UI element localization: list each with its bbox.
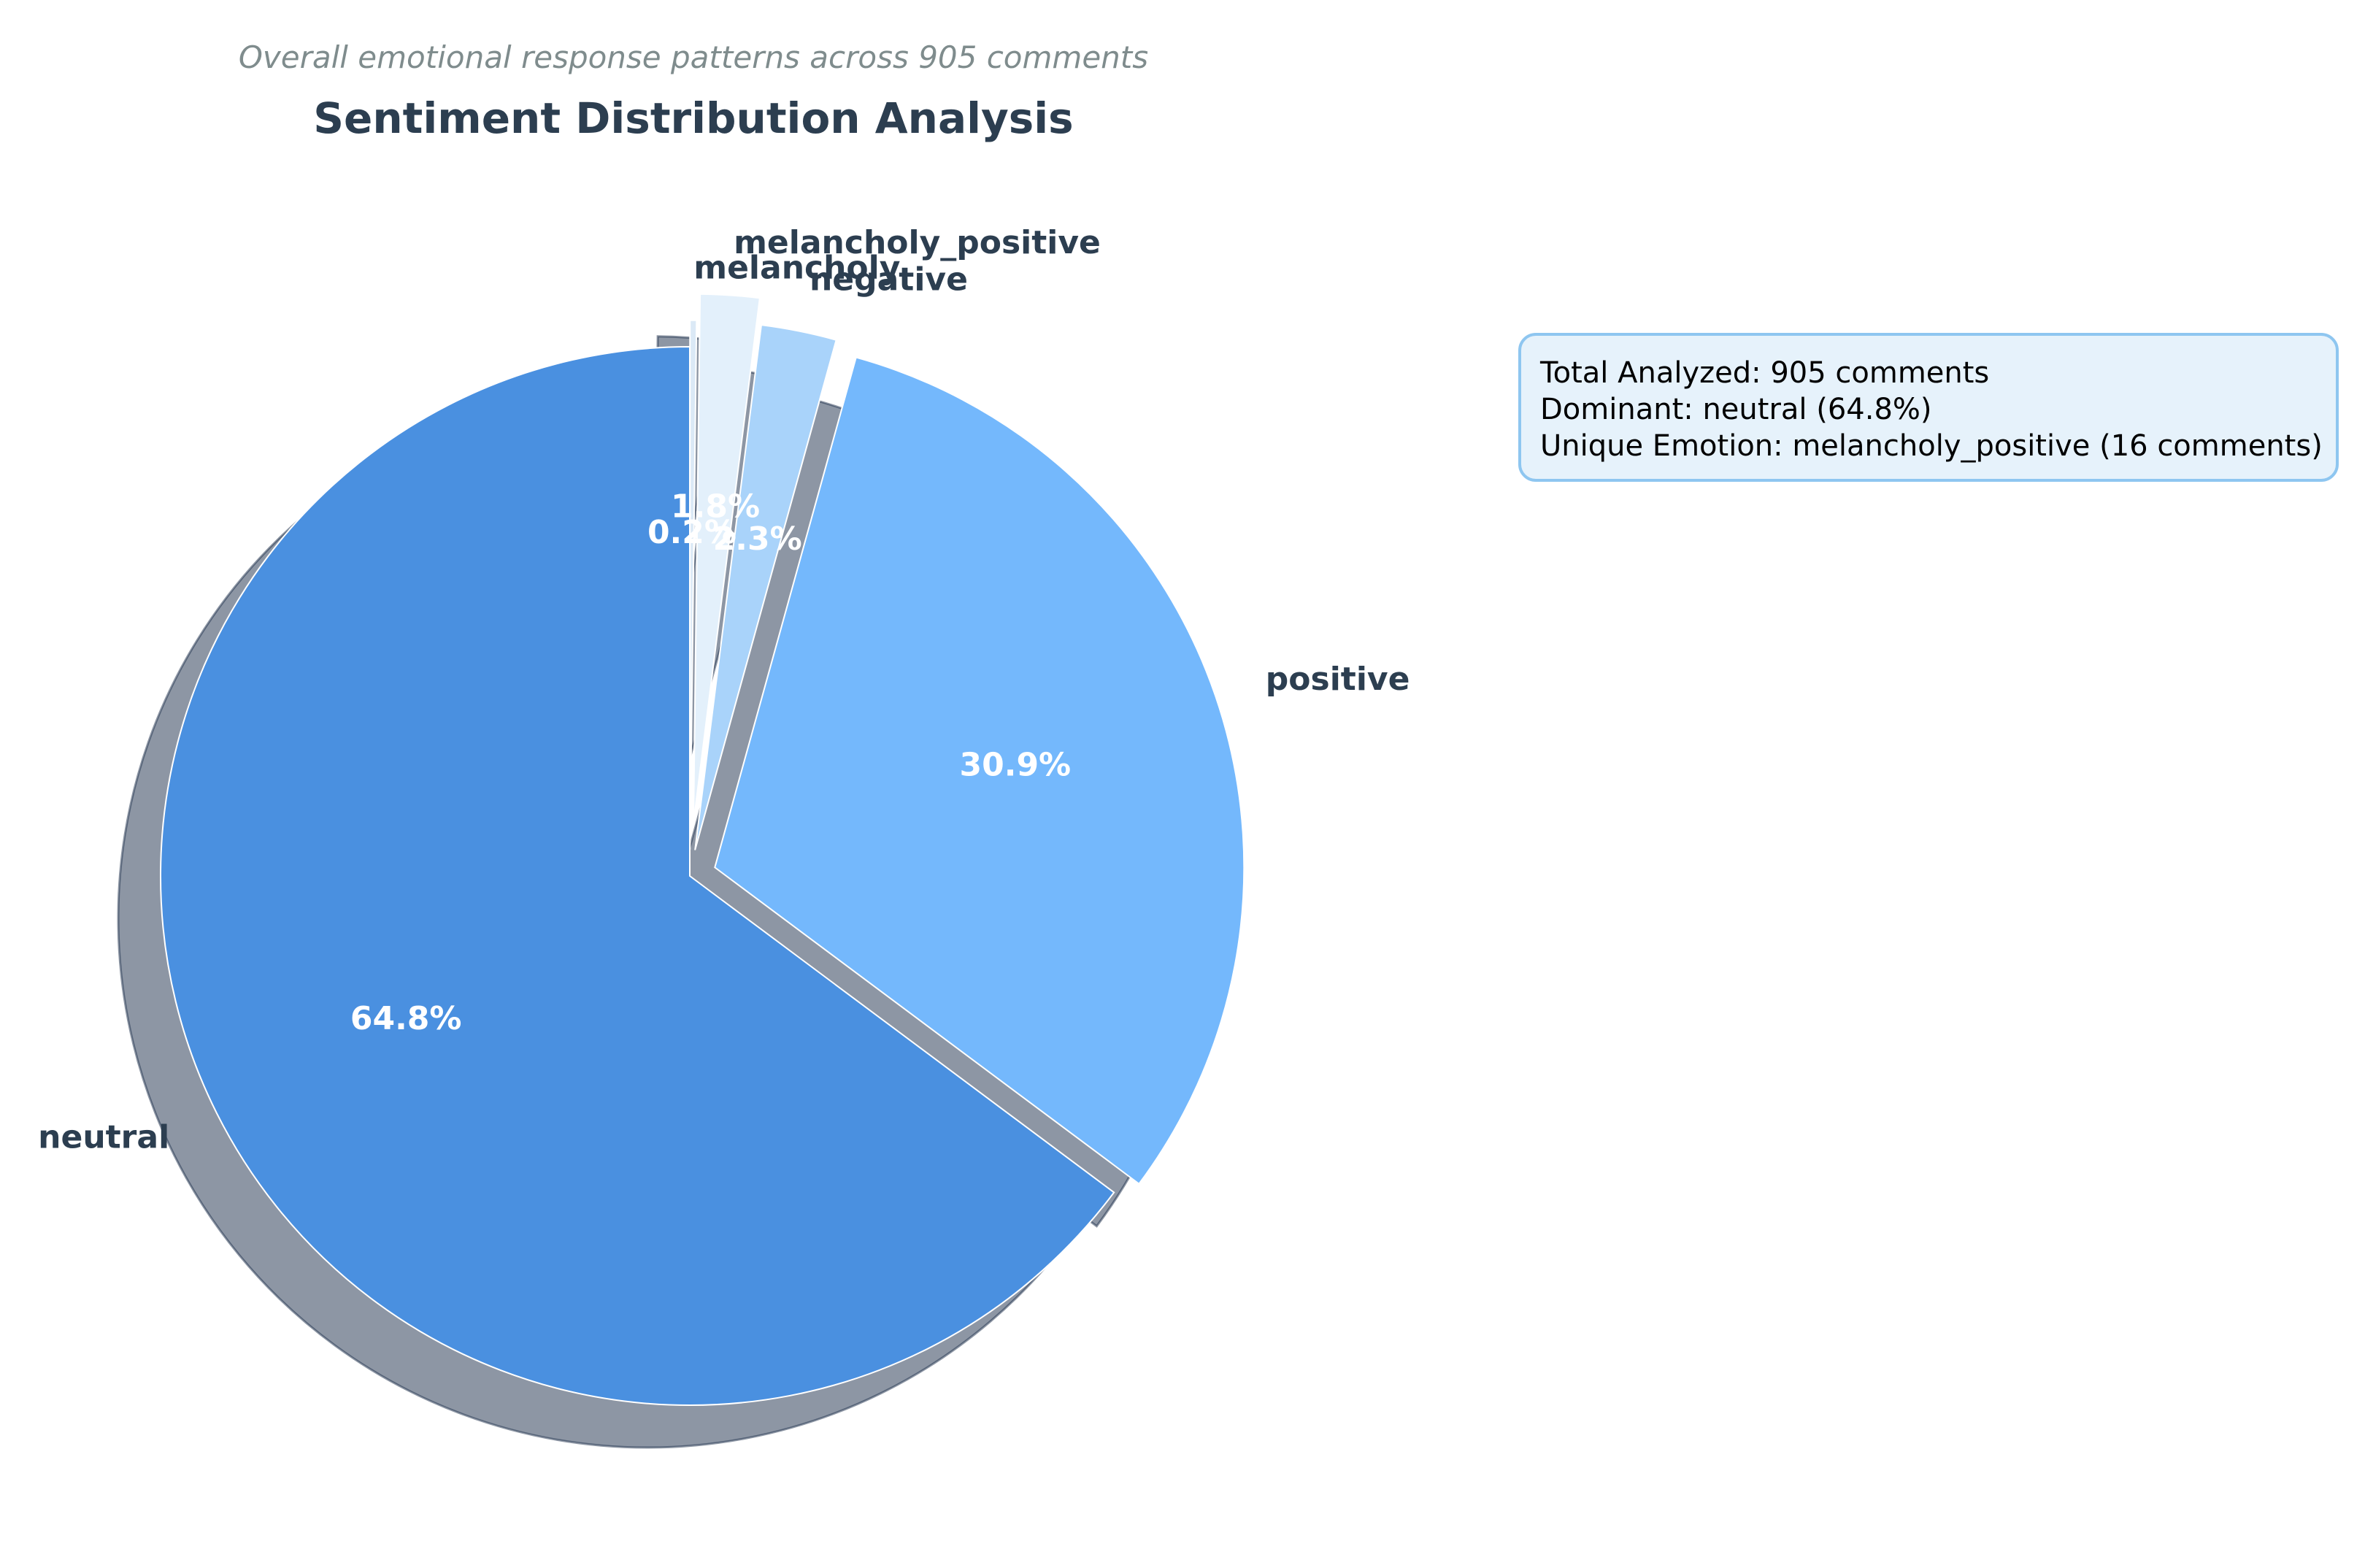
label-negative: negative xyxy=(810,261,968,299)
info-total-analyzed: Total Analyzed: 905 comments xyxy=(1540,356,1990,390)
pie-slices xyxy=(160,293,1245,1406)
chart-title: Sentiment Distribution Analysis xyxy=(313,93,1073,143)
chart-subtitle: Overall emotional response patterns acro… xyxy=(239,39,1148,75)
slice-negative xyxy=(694,324,837,850)
label-neutral: neutral xyxy=(38,1119,169,1156)
slice-melancholy xyxy=(689,319,698,850)
pct-melancholy-positive: 1.8% xyxy=(671,488,760,526)
summary-info-box: Total Analyzed: 905 comments Dominant: n… xyxy=(1518,333,2339,482)
slice-melancholy-positive xyxy=(693,293,761,823)
pct-negative: 2.3% xyxy=(713,520,802,558)
slice-neutral xyxy=(160,345,1115,1406)
label-melancholy: melancholy xyxy=(693,249,900,286)
label-positive: positive xyxy=(1266,661,1410,698)
pct-neutral: 64.8% xyxy=(350,1000,462,1037)
pie-labels: melancholy 0.2% melancholy_positive 1.8% neg… xyxy=(38,224,1410,1156)
pct-melancholy: 0.2% xyxy=(647,514,737,551)
pct-positive: 30.9% xyxy=(960,746,1072,783)
label-melancholy-positive: melancholy_positive xyxy=(734,224,1101,261)
info-dominant: Dominant: neutral (64.8%) xyxy=(1540,393,1932,426)
info-unique-emotion: Unique Emotion: melancholy_positive (16 … xyxy=(1540,429,2323,463)
slice-positive xyxy=(714,356,1245,1185)
